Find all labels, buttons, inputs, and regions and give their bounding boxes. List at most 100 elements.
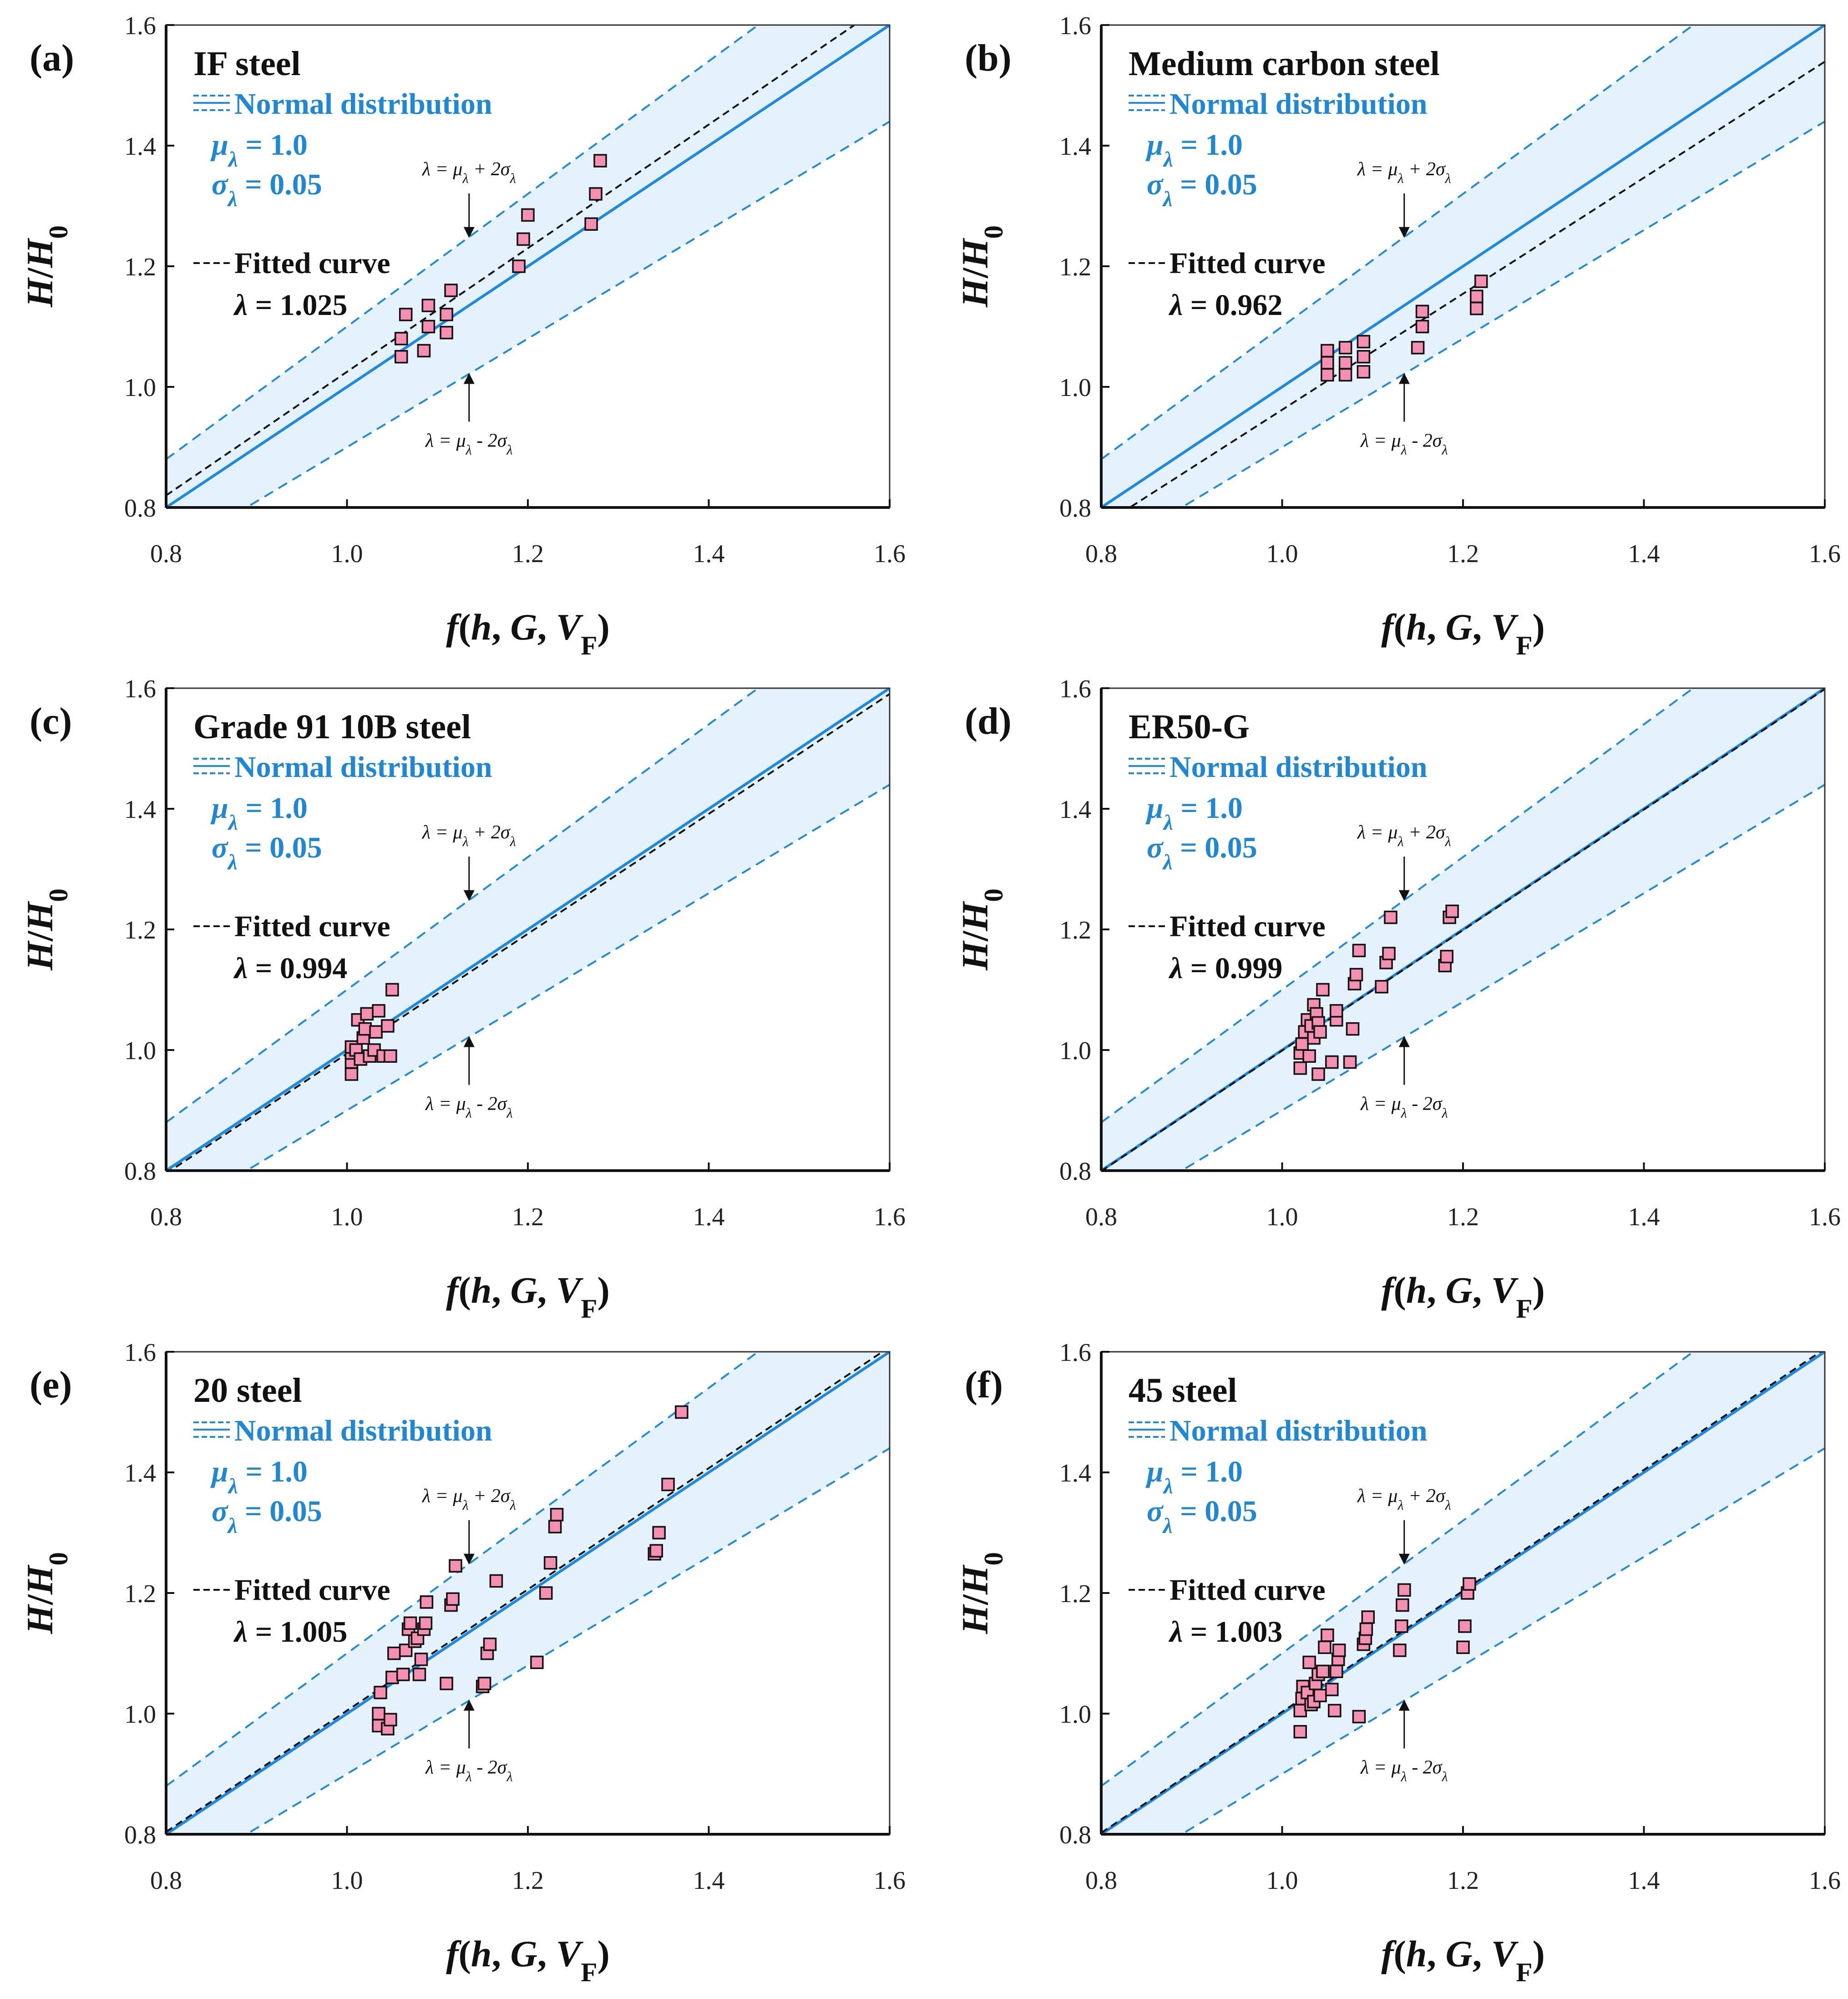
panel-title: ER50-G xyxy=(1129,708,1250,746)
data-point xyxy=(440,1677,453,1690)
data-point xyxy=(521,208,535,222)
x-tick-label: 1.0 xyxy=(331,540,363,568)
legend-mu-label: μλ = 1.0 xyxy=(1145,128,1243,172)
data-point xyxy=(344,1067,359,1081)
lower-bound-line xyxy=(1180,784,1825,1171)
data-point xyxy=(512,259,526,273)
annotation-upper-bound: λ = μλ + 2σλ xyxy=(421,822,516,849)
x-tick-label: 1.2 xyxy=(512,540,544,568)
x-tick-label: 1.0 xyxy=(331,1867,363,1895)
data-point xyxy=(420,1595,434,1609)
plot-area xyxy=(166,688,890,1171)
annotation-upper-bound: λ = μλ + 2σλ xyxy=(1357,1486,1451,1513)
data-point xyxy=(1325,1683,1339,1696)
data-point xyxy=(1316,1664,1330,1678)
y-tick-label: 1.6 xyxy=(124,1339,156,1367)
data-point xyxy=(446,1592,460,1606)
panel-title: IF steel xyxy=(193,45,301,83)
data-point xyxy=(1361,1610,1375,1624)
confidence-band xyxy=(166,688,890,1171)
legend-band-icon xyxy=(193,95,230,111)
data-point xyxy=(1328,1704,1342,1718)
lower-bound-line xyxy=(244,1447,890,1834)
upper-bound-line xyxy=(1101,1352,1695,1787)
data-point xyxy=(440,326,453,340)
data-point xyxy=(1332,1644,1346,1657)
fitted-line xyxy=(168,693,890,1171)
y-tick-label: 1.2 xyxy=(124,916,156,944)
data-point xyxy=(543,1556,557,1570)
y-axis-label: H/H0 xyxy=(954,1552,1008,1634)
data-point xyxy=(1321,368,1334,382)
x-tick-label: 1.2 xyxy=(512,1203,544,1231)
lower-bound-line xyxy=(244,784,890,1171)
legend-sigma-label: σλ = 0.05 xyxy=(212,831,322,874)
data-point xyxy=(1415,320,1429,334)
x-tick-label: 1.6 xyxy=(874,540,906,568)
fitted-line xyxy=(1101,688,1825,1171)
y-tick-label: 1.6 xyxy=(1059,12,1091,40)
data-point xyxy=(372,1004,385,1018)
x-tick-label: 0.8 xyxy=(150,1203,182,1231)
annotation-lower-bound: λ = μλ - 2σλ xyxy=(425,431,513,458)
x-axis-label: f(h, G, VF) xyxy=(1381,1269,1545,1324)
data-point xyxy=(539,1586,553,1600)
y-tick-label: 1.6 xyxy=(124,12,156,40)
y-tick-label: 1.0 xyxy=(124,374,156,402)
x-tick-label: 1.4 xyxy=(693,1203,725,1231)
annotation-lower-bound: λ = μλ - 2σλ xyxy=(425,1757,513,1785)
data-point xyxy=(372,1707,385,1720)
legend-band-icon xyxy=(1129,758,1165,774)
chart-panel-c: 0.8 1.0 1.2 1.4 1.6 0.8 1.0 1.2 1.4 1.6 f(h, G, VF… xyxy=(19,675,906,1324)
data-point xyxy=(1357,335,1371,349)
x-tick-label: 0.8 xyxy=(1085,1867,1117,1895)
annotation-upper-bound: λ = μλ + 2σλ xyxy=(421,159,516,186)
x-tick-label: 1.6 xyxy=(1809,1203,1841,1231)
y-tick-label: 1.0 xyxy=(124,1037,156,1065)
upper-bound-line xyxy=(1101,25,1695,460)
x-tick-label: 1.0 xyxy=(1266,1867,1298,1895)
data-point xyxy=(1330,1664,1343,1678)
data-point xyxy=(1440,949,1453,964)
chart-panel-b: 0.8 1.0 1.2 1.4 1.6 0.8 1.0 1.2 1.4 1.6 f(h, G, VF… xyxy=(954,12,1841,660)
data-point xyxy=(1318,1640,1332,1654)
legend-lambda-label: λ = 0.999 xyxy=(1168,952,1282,985)
data-point xyxy=(489,1574,503,1588)
x-tick-label: 1.0 xyxy=(1266,1203,1298,1231)
upper-bound-line xyxy=(166,25,760,460)
panel-title: 20 steel xyxy=(193,1371,302,1410)
upper-bound-line xyxy=(166,1352,760,1787)
data-point xyxy=(1352,944,1366,958)
data-point xyxy=(1396,1598,1409,1612)
mean-line xyxy=(166,25,890,507)
data-point xyxy=(381,1019,395,1033)
data-point xyxy=(374,1685,387,1700)
x-tick-label: 0.8 xyxy=(1085,1203,1117,1231)
panel-title: 45 steel xyxy=(1129,1371,1237,1410)
data-point xyxy=(652,1526,666,1540)
y-tick-label: 1.2 xyxy=(1059,1580,1091,1608)
data-point xyxy=(1313,1689,1327,1702)
panel-title: Grade 91 10B steel xyxy=(193,708,471,746)
legend-mu-label: μλ = 1.0 xyxy=(210,1455,308,1498)
data-point xyxy=(421,320,435,334)
data-point xyxy=(1321,356,1334,370)
data-point xyxy=(1382,947,1396,960)
data-point xyxy=(1445,904,1459,918)
y-tick-label: 1.0 xyxy=(1059,1037,1091,1065)
data-point xyxy=(1463,1577,1476,1591)
legend-lambda-label: λ = 0.994 xyxy=(233,952,347,985)
legend-distribution-label: Normal distribution xyxy=(234,751,492,784)
x-tick-label: 1.4 xyxy=(1628,1867,1660,1895)
legend-sigma-label: σλ = 0.05 xyxy=(1147,168,1257,211)
legend-distribution-label: Normal distribution xyxy=(1170,1414,1428,1447)
x-tick-label: 1.4 xyxy=(693,540,725,568)
panel-label: (d) xyxy=(965,700,1012,742)
legend-distribution-label: Normal distribution xyxy=(1170,751,1428,784)
legend-lambda-label: λ = 0.962 xyxy=(1168,289,1282,322)
y-tick-label: 1.2 xyxy=(1059,916,1091,944)
mean-line xyxy=(1101,25,1825,507)
annotation-upper-bound: λ = μλ + 2σλ xyxy=(1357,822,1451,849)
x-axis-label: f(h, G, VF) xyxy=(1381,1933,1545,1987)
